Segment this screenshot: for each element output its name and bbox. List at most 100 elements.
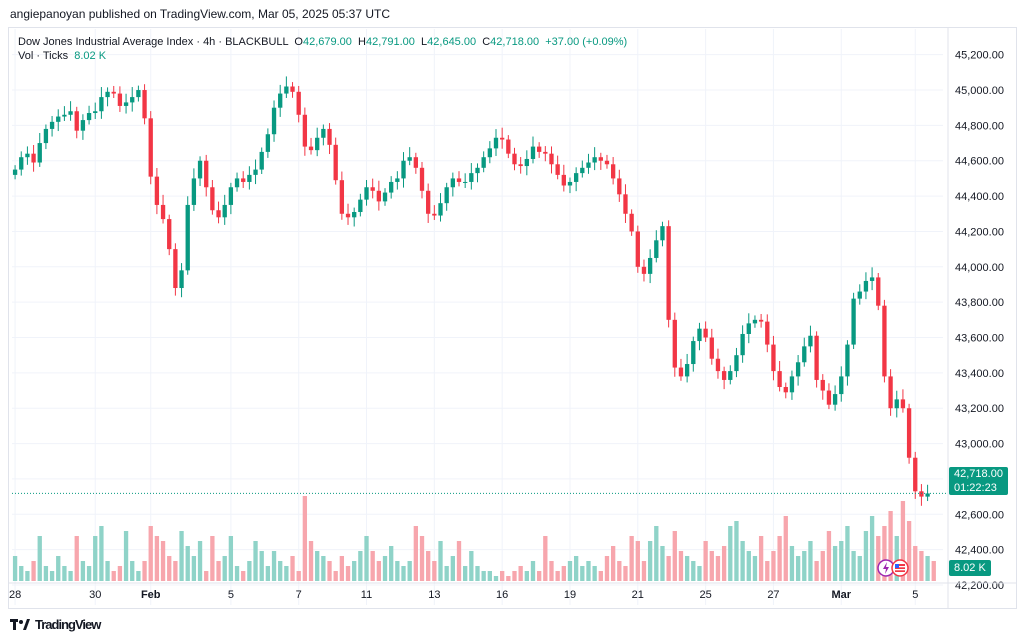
candle-body[interactable] <box>167 219 172 250</box>
candle-body[interactable] <box>493 137 499 149</box>
candle-body[interactable] <box>469 173 474 182</box>
candle-body[interactable] <box>321 128 326 138</box>
candle-body[interactable] <box>783 387 788 393</box>
candle-body[interactable] <box>142 90 147 119</box>
tradingview-brand[interactable]: TradingView <box>35 617 101 632</box>
candle-body[interactable] <box>43 128 49 144</box>
candle-body[interactable] <box>154 176 160 205</box>
symbol-title[interactable]: Dow Jones Industrial Average Index · 4h … <box>18 36 289 48</box>
candle-body[interactable] <box>666 226 671 320</box>
candle-body[interactable] <box>771 344 776 372</box>
candle-body[interactable] <box>845 344 850 377</box>
candle-body[interactable] <box>62 114 67 117</box>
candle-body[interactable] <box>691 341 696 365</box>
candle-body[interactable] <box>432 213 437 216</box>
candle-body[interactable] <box>364 187 369 200</box>
candle-body[interactable] <box>99 97 104 112</box>
candle-body[interactable] <box>715 358 721 372</box>
candle-body[interactable] <box>419 167 425 191</box>
candle-body[interactable] <box>25 153 30 158</box>
candle-body[interactable] <box>647 257 653 274</box>
candle-body[interactable] <box>444 187 449 204</box>
candle-body[interactable] <box>234 178 240 188</box>
candle-body[interactable] <box>426 190 431 214</box>
event-icons[interactable] <box>876 558 910 578</box>
candle-body[interactable] <box>204 160 209 188</box>
candle-body[interactable] <box>401 160 406 179</box>
candle-body[interactable] <box>481 157 486 168</box>
candle-body[interactable] <box>765 321 770 345</box>
candle-body[interactable] <box>216 210 221 218</box>
candle-body[interactable] <box>530 146 536 159</box>
candle-body[interactable] <box>315 137 320 151</box>
candle-body[interactable] <box>900 399 906 409</box>
candle-body[interactable] <box>617 178 622 195</box>
candle-body[interactable] <box>12 169 18 175</box>
candle-body[interactable] <box>284 86 289 94</box>
candle-body[interactable] <box>31 153 36 163</box>
candle-body[interactable] <box>709 337 714 359</box>
candle-body[interactable] <box>130 97 135 103</box>
candle-body[interactable] <box>919 491 924 497</box>
candle-body[interactable] <box>654 240 659 258</box>
candle-body[interactable] <box>641 266 647 274</box>
candle-body[interactable] <box>826 390 832 405</box>
candle-body[interactable] <box>185 204 190 271</box>
candle-body[interactable] <box>635 231 640 267</box>
candle-body[interactable] <box>327 128 332 145</box>
candle-body[interactable] <box>475 167 480 174</box>
candle-body[interactable] <box>376 190 382 202</box>
candle-body[interactable] <box>173 249 178 289</box>
candle-body[interactable] <box>913 457 918 492</box>
candle-body[interactable] <box>876 277 881 306</box>
candle-body[interactable] <box>382 192 388 202</box>
candle-body[interactable] <box>512 153 517 165</box>
candle-body[interactable] <box>721 371 727 380</box>
candle-body[interactable] <box>308 146 314 151</box>
candle-body[interactable] <box>573 173 579 182</box>
candle-body[interactable] <box>302 114 308 147</box>
candle-body[interactable] <box>290 86 295 92</box>
candle-body[interactable] <box>697 328 702 342</box>
candle-body[interactable] <box>758 319 764 322</box>
candle-body[interactable] <box>271 107 277 135</box>
candle-body[interactable] <box>105 91 110 98</box>
candle-body[interactable] <box>450 178 455 188</box>
candle-body[interactable] <box>160 204 166 220</box>
candle-body[interactable] <box>869 277 875 281</box>
candle-body[interactable] <box>265 134 271 152</box>
candle-body[interactable] <box>728 371 733 380</box>
candle-body[interactable] <box>407 157 412 161</box>
candle-body[interactable] <box>296 91 301 115</box>
candle-body[interactable] <box>839 376 844 395</box>
candle-body[interactable] <box>259 151 264 170</box>
candle-body[interactable] <box>863 280 869 292</box>
candle-body[interactable] <box>802 346 807 363</box>
candle-body[interactable] <box>278 93 283 108</box>
candle-body[interactable] <box>906 408 912 458</box>
candle-body[interactable] <box>222 204 227 218</box>
candle-body[interactable] <box>111 91 116 94</box>
candle-body[interactable] <box>352 212 357 218</box>
candle-body[interactable] <box>925 493 930 497</box>
candle-body[interactable] <box>358 199 363 213</box>
candle-body[interactable] <box>339 180 345 214</box>
candle-body[interactable] <box>518 164 523 167</box>
candle-body[interactable] <box>37 143 42 163</box>
candle-body[interactable] <box>543 151 548 154</box>
candle-body[interactable] <box>604 160 610 165</box>
candle-body[interactable] <box>814 335 819 380</box>
candle-body[interactable] <box>136 90 141 98</box>
candle-body[interactable] <box>506 139 511 154</box>
candle-body[interactable] <box>524 158 529 167</box>
candle-body[interactable] <box>487 148 492 158</box>
candle-body[interactable] <box>93 111 98 114</box>
candle-body[interactable] <box>123 102 129 106</box>
candle-body[interactable] <box>734 355 739 372</box>
candle-body[interactable] <box>808 335 813 347</box>
candle-body[interactable] <box>660 226 665 241</box>
candle-body[interactable] <box>247 174 252 182</box>
candle-body[interactable] <box>740 333 745 356</box>
candle-body[interactable] <box>820 379 825 391</box>
candle-body[interactable] <box>549 153 554 165</box>
